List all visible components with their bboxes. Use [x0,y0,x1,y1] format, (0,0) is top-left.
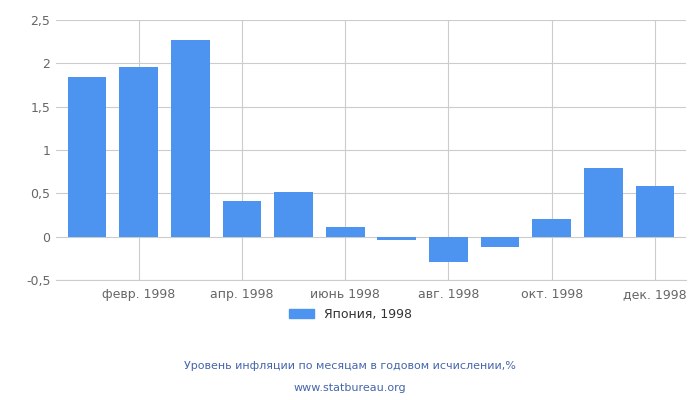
Bar [68,77,106,237]
Bar [326,227,365,237]
Bar [584,168,623,237]
Bar [636,186,674,237]
Text: Уровень инфляции по месяцам в годовом исчислении,%: Уровень инфляции по месяцам в годовом ис… [184,361,516,371]
Bar [533,219,571,237]
Bar [481,237,519,247]
Bar [171,40,209,237]
Bar [429,237,468,262]
Bar [119,67,158,237]
Bar [223,201,261,237]
Bar [377,237,416,240]
Legend: Япония, 1998: Япония, 1998 [284,303,416,326]
Bar [274,192,313,237]
Text: www.statbureau.org: www.statbureau.org [294,383,406,393]
